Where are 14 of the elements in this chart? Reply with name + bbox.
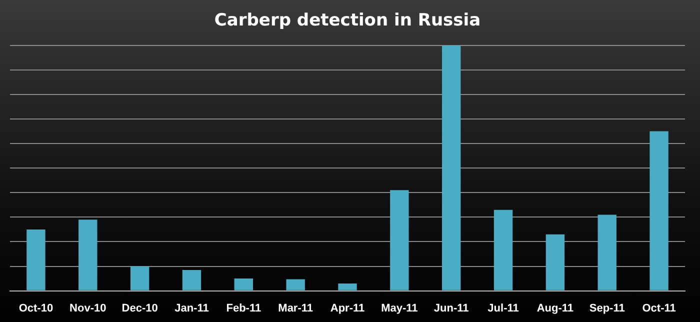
- x-tick-label: Apr-11: [330, 302, 365, 314]
- chart-title: Carberp detection in Russia: [214, 10, 481, 31]
- x-tick-label: Mar-11: [278, 302, 314, 314]
- x-tick-label: Jun-11: [434, 302, 469, 314]
- x-tick-label: Sep-11: [589, 302, 625, 314]
- x-tick-label: Oct-10: [18, 302, 54, 314]
- x-tick-label: Nov-10: [70, 302, 106, 314]
- x-tick-label: Dec-10: [122, 302, 158, 314]
- x-tick-label: Feb-11: [226, 302, 262, 314]
- x-tick-label: Oct-11: [642, 302, 676, 314]
- x-tick-label: Aug-11: [536, 302, 574, 314]
- x-tick-label: May-11: [381, 302, 418, 314]
- x-tick-label: Jul-11: [488, 302, 519, 314]
- x-tick-label: Jan-11: [174, 302, 209, 314]
